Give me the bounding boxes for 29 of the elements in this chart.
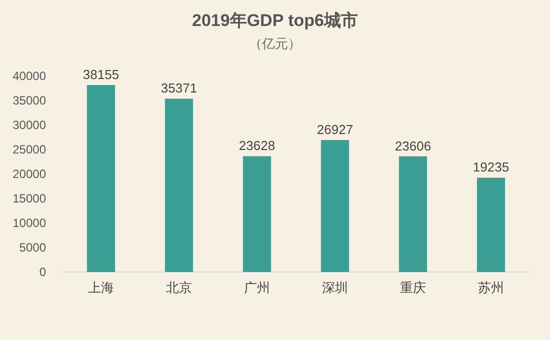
y-tick-label: 5000 [19, 240, 46, 254]
data-label: 38155 [82, 67, 120, 82]
x-tick-label: 苏州 [478, 280, 504, 295]
y-tick-label: 40000 [12, 69, 46, 83]
y-tick-label: 20000 [12, 167, 46, 181]
data-label: 23628 [238, 138, 276, 154]
bar [242, 156, 272, 272]
data-label: 35371 [160, 80, 198, 96]
chart-subtitle: （亿元） [249, 36, 301, 51]
y-tick-label: 30000 [12, 118, 46, 132]
bar [476, 178, 506, 272]
bar [86, 85, 116, 272]
chart-title: 2019年GDP top6城市 [192, 11, 358, 30]
data-label: 19235 [472, 160, 510, 175]
bar [398, 156, 428, 272]
y-tick-label: 25000 [12, 142, 46, 156]
data-label: 26927 [316, 122, 354, 138]
bar [164, 98, 194, 272]
y-tick-label: 35000 [12, 94, 46, 108]
x-tick-label: 广州 [244, 280, 270, 295]
x-tick-label: 北京 [166, 280, 192, 295]
x-tick-label: 重庆 [400, 280, 426, 295]
data-label: 23606 [394, 138, 432, 154]
y-tick-label: 0 [39, 265, 46, 279]
x-tick-label: 上海 [88, 280, 114, 295]
y-tick-label: 10000 [12, 216, 46, 230]
y-tick-label: 15000 [12, 192, 46, 206]
bar [320, 140, 350, 272]
x-tick-label: 深圳 [322, 280, 348, 295]
